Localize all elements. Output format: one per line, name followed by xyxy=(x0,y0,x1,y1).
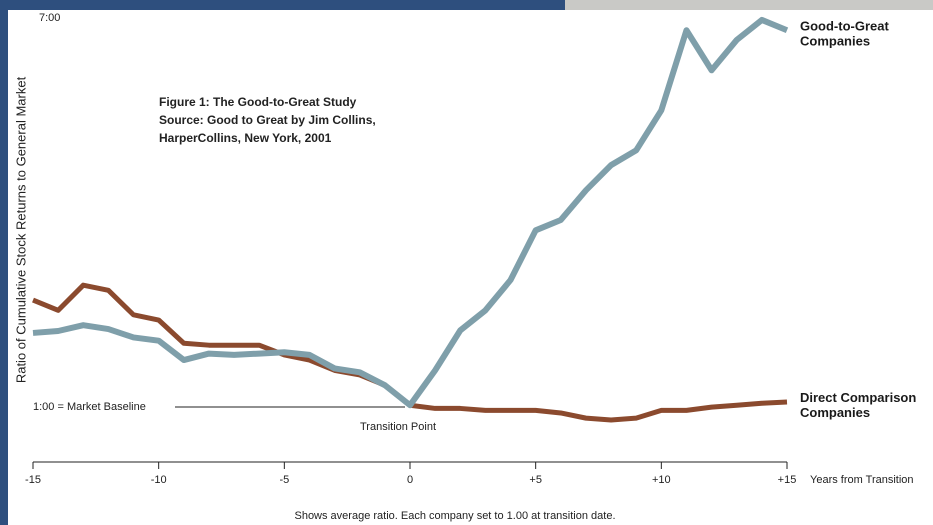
x-tick-label: -10 xyxy=(151,474,167,486)
x-tick-label: +5 xyxy=(529,474,542,486)
y-axis-label: Ratio of Cumulative Stock Returns to Gen… xyxy=(13,76,28,383)
top-image-strip xyxy=(565,0,933,10)
left-band xyxy=(0,0,8,525)
x-tick-label: 0 xyxy=(407,474,413,486)
figure-note: Figure 1: The Good-to-Great Study xyxy=(159,95,357,109)
y-tick-label: 7:00 xyxy=(39,12,60,24)
top-band xyxy=(0,0,565,10)
x-axis-label: Years from Transition xyxy=(810,474,914,486)
transition-label: Transition Point xyxy=(360,421,436,433)
x-tick-label: +10 xyxy=(652,474,671,486)
series-line xyxy=(32,282,788,423)
figure-note: HarperCollins, New York, 2001 xyxy=(159,131,332,145)
footnote: Shows average ratio. Each company set to… xyxy=(294,510,615,522)
series-label: Good-to-Great Companies xyxy=(800,19,889,49)
x-tick-label: -15 xyxy=(25,474,41,486)
series-label: Direct Comparison Companies xyxy=(800,390,916,420)
x-tick-label: +15 xyxy=(778,474,797,486)
figure-note: Source: Good to Great by Jim Collins, xyxy=(159,113,376,127)
baseline-label: 1:00 = Market Baseline xyxy=(33,401,146,413)
series-line xyxy=(32,16,789,409)
x-tick-label: -5 xyxy=(279,474,289,486)
